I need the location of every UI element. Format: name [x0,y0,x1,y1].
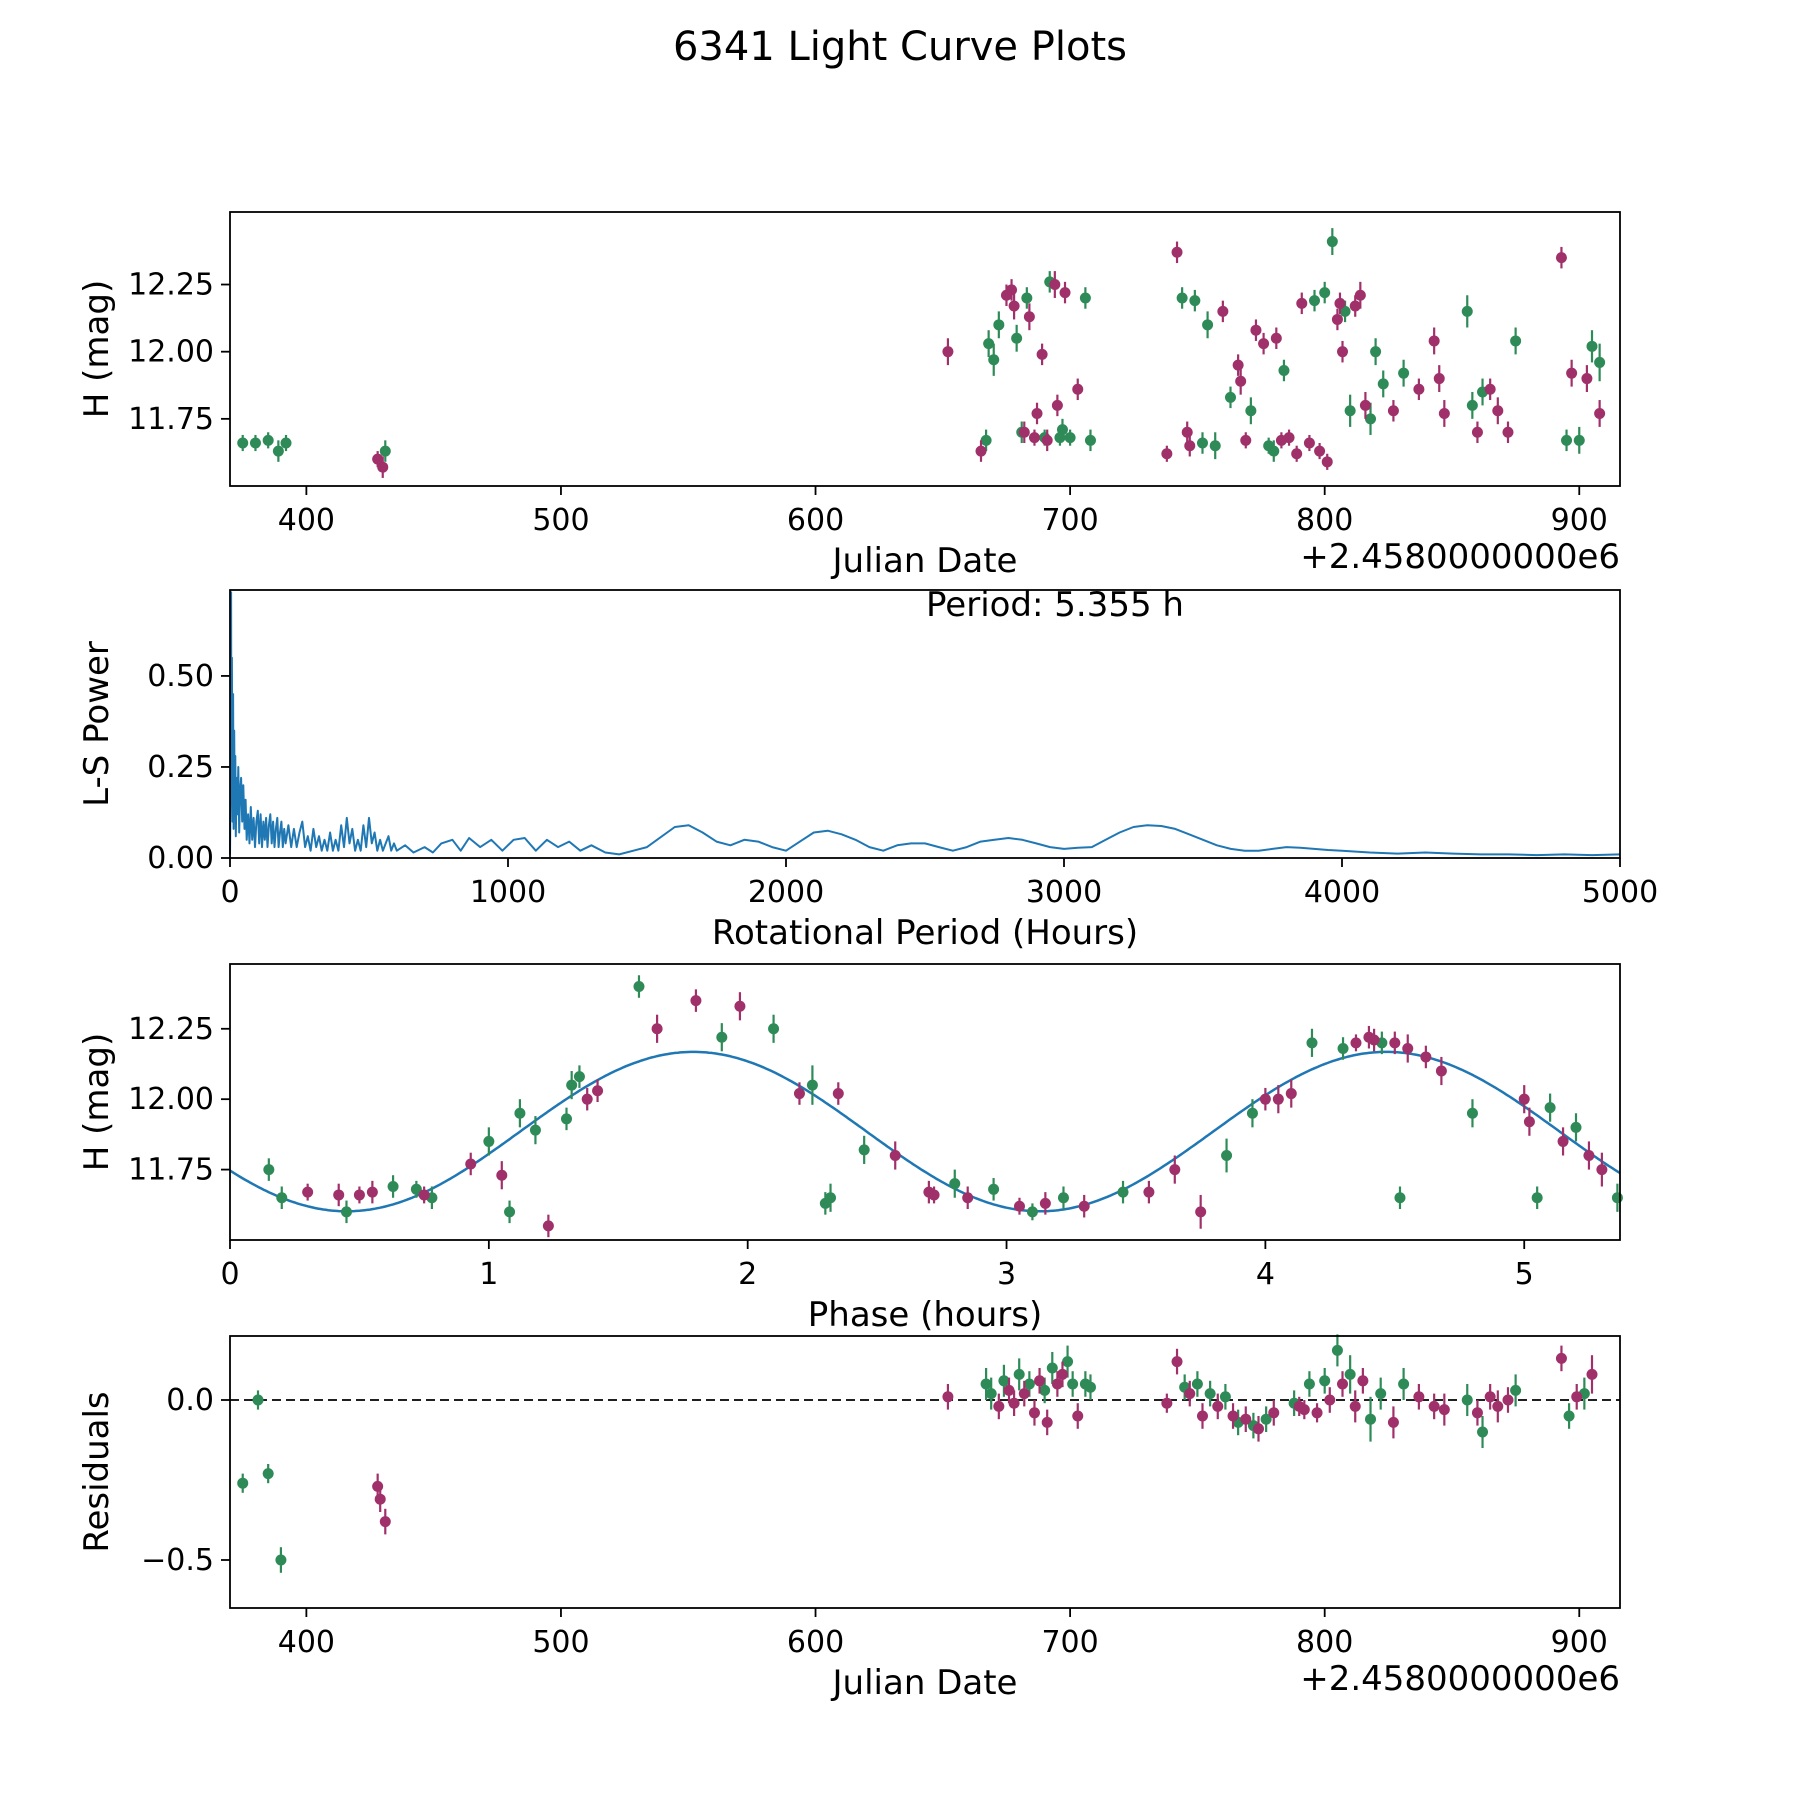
x-tick-label: 1000 [470,875,546,910]
x-tick-label: 600 [787,1625,844,1660]
x-tick-label: 1 [479,1257,498,1292]
magenta-observations [372,241,1606,478]
jd-magnitude-plot-xlabel: Julian Date [831,541,1018,581]
y-tick-label: 12.25 [128,268,214,303]
x-tick-label: 500 [532,503,589,538]
residuals-plot: 400 500 600 700 800 900 0.0 −0.5 Julian Date Resi… [77,1334,1621,1703]
jd-magnitude-plot-ylabel: H (mag) [77,280,117,418]
y-tick-label: 0.25 [147,750,214,785]
magenta-residuals [372,1345,1598,1535]
x-tick-label: 600 [787,503,844,538]
jd-magnitude-plot: 400 500 600 700 800 900 11.75 12.00 12.25 Julian … [77,211,1621,581]
y-tick-label: 0.0 [166,1383,214,1418]
x-tick-label: 900 [1551,1625,1608,1660]
y-tick-label: −0.5 [141,1543,214,1578]
x-tick-label: 400 [278,1625,335,1660]
periodogram-plot-xlabel: Rotational Period (Hours) [712,913,1138,953]
sine-fit-curve [229,1050,1621,1213]
phase-folded-plot-ylabel: H (mag) [77,1033,117,1171]
x-tick-label: 0 [220,875,239,910]
magenta-observations [302,989,1608,1238]
axis-offset-text: +2.4580000000e6 [1300,1659,1620,1699]
period-annotation: Period: 5.355 h [926,585,1184,625]
x-tick-label: 0 [220,1257,239,1292]
green-observations [263,975,1623,1224]
y-tick-label: 12.25 [128,1012,214,1047]
x-tick-label: 900 [1551,503,1608,538]
axes-frame [229,211,1621,487]
axes-frame [229,589,1621,859]
x-tick-label: 5000 [1582,875,1658,910]
y-tick-label: 0.50 [147,659,214,694]
green-residuals [237,1334,1590,1573]
x-tick-label: 500 [532,1625,589,1660]
residuals-plot-xlabel: Julian Date [831,1663,1018,1703]
x-tick-label: 2000 [748,875,824,910]
phase-folded-plot-xlabel: Phase (hours) [808,1295,1042,1335]
x-tick-label: 4 [1256,1257,1275,1292]
x-tick-label: 2 [738,1257,757,1292]
x-tick-label: 800 [1296,1625,1353,1660]
periodogram-plot-ylabel: L-S Power [77,641,117,807]
figure-title: 6341 Light Curve Plots [672,24,1127,70]
periodogram-plot: 0 1000 2000 3000 4000 5000 0.00 0.25 0.50 Rotatio… [77,585,1658,953]
y-tick-label: 11.75 [128,402,214,437]
x-tick-label: 800 [1296,503,1353,538]
y-tick-label: 12.00 [128,1082,214,1117]
phase-folded-plot: 0 1 2 3 4 5 11.75 12.00 12.25 Phase (hours) H (mag… [77,963,1623,1335]
x-tick-label: 5 [1515,1257,1534,1292]
axes-frame [229,1335,1621,1609]
residuals-plot-ylabel: Residuals [77,1391,117,1552]
axis-offset-text: +2.4580000000e6 [1300,537,1620,577]
x-tick-label: 700 [1041,503,1098,538]
x-tick-label: 700 [1041,1625,1098,1660]
x-tick-label: 3000 [1026,875,1102,910]
x-tick-label: 4000 [1304,875,1380,910]
y-tick-label: 0.00 [147,841,214,876]
axes-frame [229,963,1621,1241]
ls-power-curve [229,591,1621,857]
y-tick-label: 12.00 [128,335,214,370]
x-tick-label: 3 [997,1257,1016,1292]
x-tick-label: 400 [278,503,335,538]
y-tick-label: 11.75 [128,1153,214,1188]
green-observations [237,228,1606,462]
